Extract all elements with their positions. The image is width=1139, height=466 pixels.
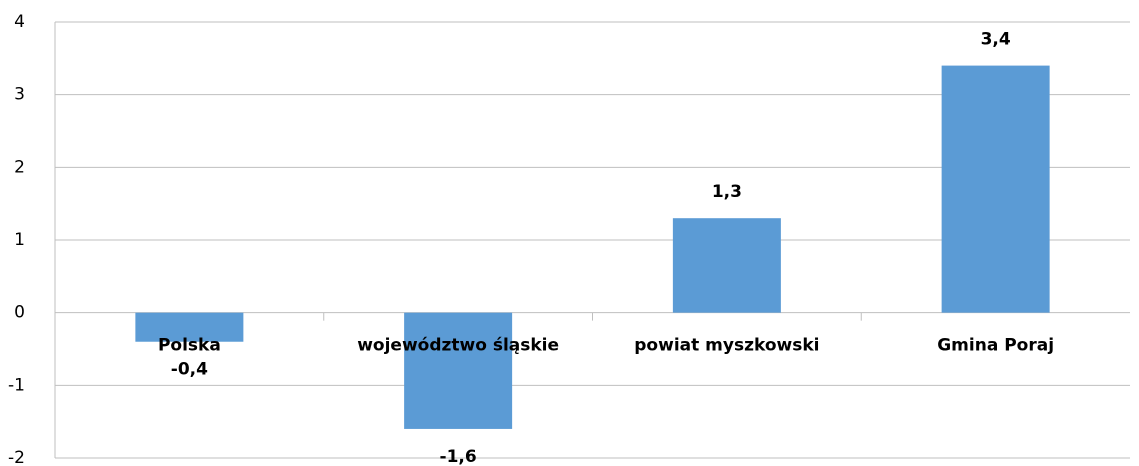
data-label: -1,6 [440,447,477,466]
y-tick-label: 0 [14,303,25,323]
y-tick-label: 4 [14,12,25,32]
x-tick-label: powiat myszkowski [634,336,819,356]
x-tick-label: Polska [158,336,221,356]
bar [404,312,513,429]
data-label: 1,3 [712,182,742,202]
x-tick-label: Gmina Poraj [937,336,1054,356]
bar [941,65,1050,313]
bar [672,218,781,313]
x-tick-label: województwo śląskie [357,336,559,356]
data-label: -0,4 [171,360,208,380]
y-tick-label: -2 [8,448,25,466]
y-tick-label: 3 [14,85,25,105]
bar [135,312,244,342]
data-label: 3,4 [981,30,1011,50]
y-tick-label: -1 [8,375,25,395]
y-tick-label: 2 [14,157,25,177]
y-tick-label: 1 [14,230,25,250]
